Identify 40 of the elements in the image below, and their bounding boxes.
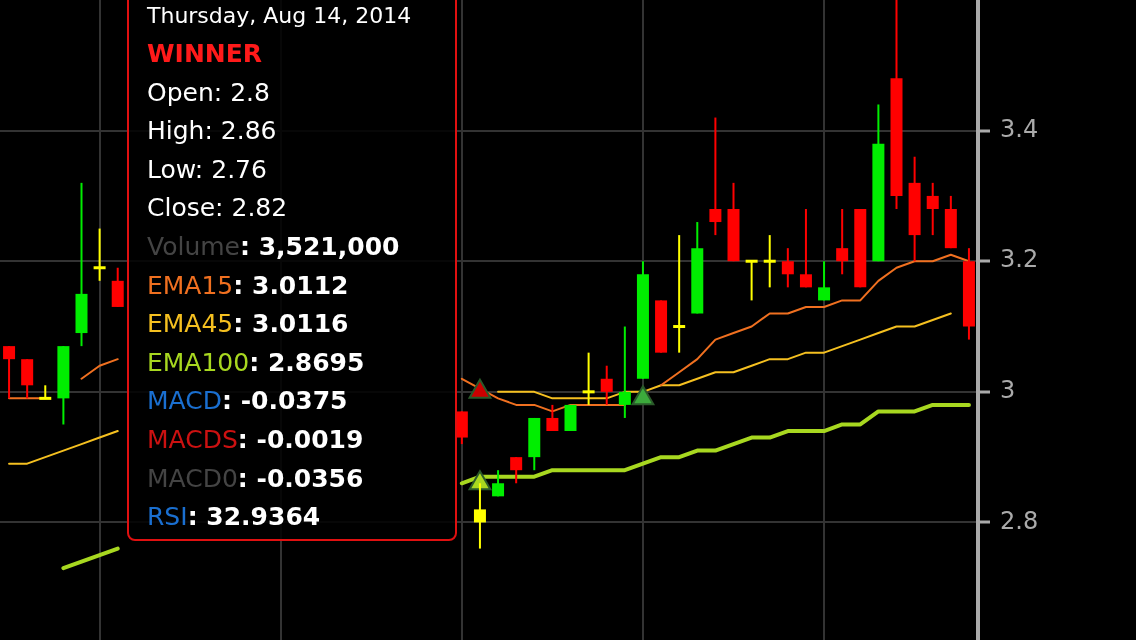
annotation: Low: 2.76 — [147, 153, 268, 186]
candlestick — [600, 364, 613, 406]
candlestick — [546, 403, 559, 433]
annotation: MACDS: -0.0019 — [147, 424, 364, 454]
candlestick — [473, 482, 486, 550]
candlestick — [492, 469, 505, 498]
candlestick — [618, 325, 631, 419]
annotation: EMA45: 3.0116 — [147, 309, 349, 339]
candlestick — [93, 227, 106, 282]
candlestick — [926, 181, 939, 237]
y-tick-label: 3.4 — [1000, 114, 1039, 143]
candlestick — [763, 234, 776, 289]
y-tick-label: 3 — [1000, 376, 1016, 405]
candlestick — [781, 247, 794, 289]
annotation: EMA100: 2.8695 — [147, 347, 365, 377]
annotation: MACD: -0.0375 — [147, 386, 348, 416]
annotation: MACD0: -0.0356 — [147, 463, 364, 493]
candlestick — [582, 351, 595, 406]
point — [631, 385, 655, 406]
candlestick — [799, 207, 812, 289]
candlestick — [836, 207, 849, 276]
annotation: Volume: 3,521,000 — [147, 231, 400, 261]
point — [468, 378, 492, 399]
candlestick — [709, 116, 722, 237]
candlestick — [3, 345, 16, 400]
annotation: Open: 2.8 — [147, 76, 271, 109]
annotation: EMA15: 3.0112 — [147, 270, 349, 300]
point — [468, 470, 492, 491]
candlestick — [745, 259, 758, 302]
annotation: RSI: 32.9364 — [147, 502, 321, 532]
annotation: High: 2.86 — [147, 115, 278, 148]
annotation: Close: 2.82 — [147, 192, 289, 225]
candlestick — [818, 260, 831, 302]
candlestick — [510, 456, 523, 485]
annotation: WINNER — [147, 38, 264, 70]
candlestick — [673, 234, 686, 354]
candlestick — [39, 384, 52, 400]
y-tick-label: 3.2 — [1000, 245, 1039, 274]
annotation: Thursday, Aug 14, 2014 — [147, 2, 413, 30]
y-tick-label: 2.8 — [1000, 506, 1039, 535]
